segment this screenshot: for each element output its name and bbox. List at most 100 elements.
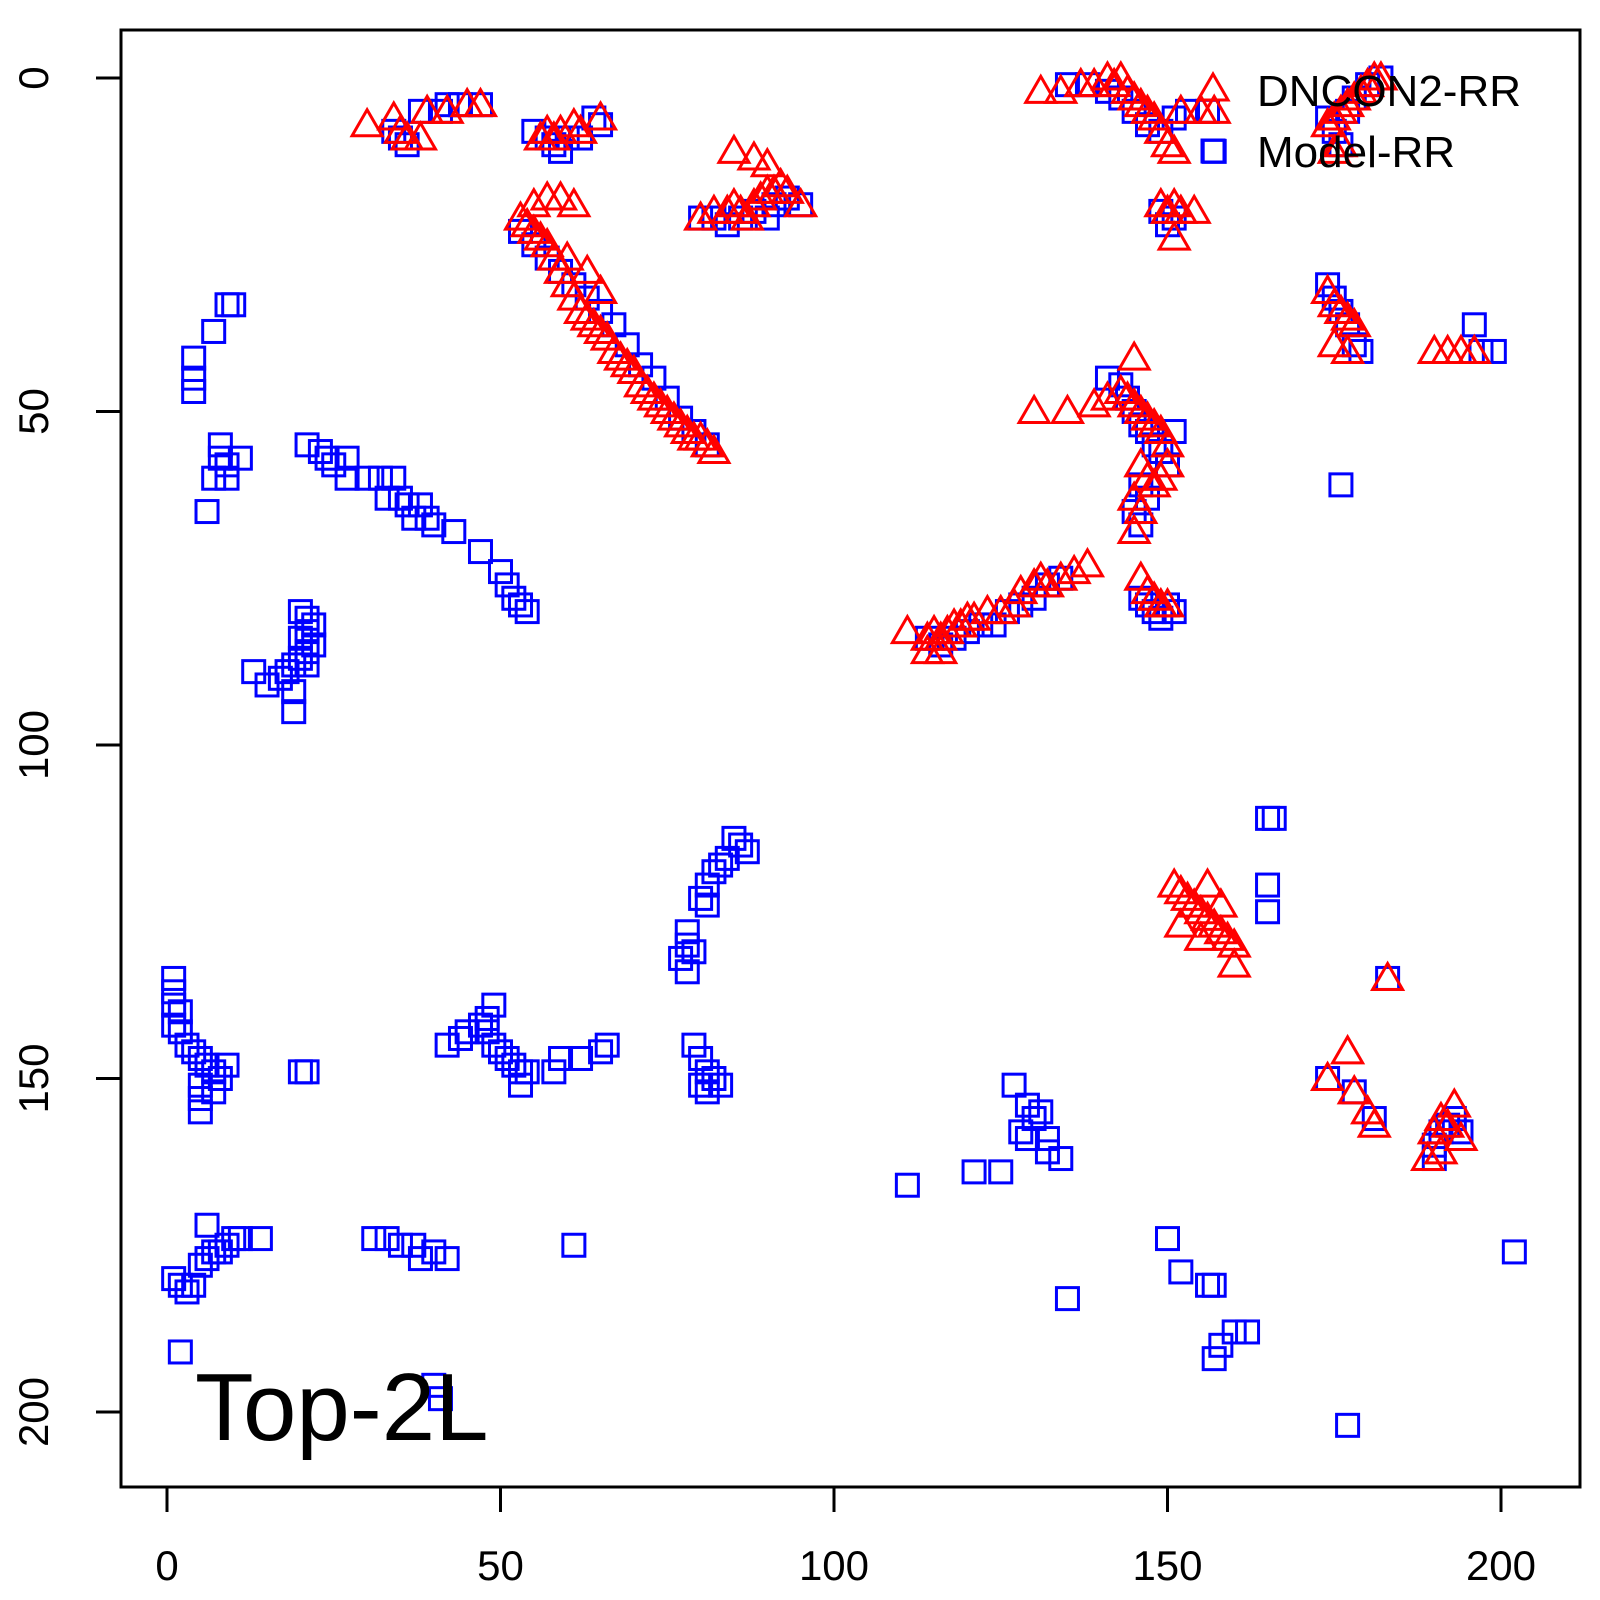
model-rr-point xyxy=(227,445,253,471)
model-rr-point xyxy=(561,1232,587,1258)
dncon2-rr-point xyxy=(582,273,619,304)
model-rr-point xyxy=(387,1232,413,1258)
dncon2-rr-point xyxy=(889,613,925,645)
model-rr-point xyxy=(1001,1072,1027,1098)
dncon2-rr-point xyxy=(622,366,659,398)
model-rr-point xyxy=(194,1212,220,1238)
dncon2-rr-point xyxy=(509,206,545,238)
model-rr-point xyxy=(1255,899,1281,925)
dncon2-rr-point xyxy=(1049,393,1086,424)
dncon2-rr-point xyxy=(1123,393,1159,424)
y-tick-label: 200 xyxy=(10,1377,57,1447)
model-rr-point xyxy=(594,1032,620,1058)
dncon2-rr-point xyxy=(1203,887,1239,918)
dncon2-rr-point xyxy=(1109,380,1146,411)
dncon2-rr-point xyxy=(689,426,725,458)
dncon2-rr-point xyxy=(1089,380,1126,411)
dncon2-rr-point xyxy=(769,173,805,204)
dncon2-rr-point xyxy=(1156,220,1192,251)
model-rr-point xyxy=(481,1032,507,1058)
dncon2-rr-point xyxy=(1350,66,1386,98)
model-rr-point xyxy=(181,365,207,391)
model-rr-point xyxy=(1261,805,1287,831)
dncon2-rr-point xyxy=(556,186,592,218)
dncon2-rr-point xyxy=(1196,93,1232,124)
model-rr-point xyxy=(334,445,360,471)
model-rr-point xyxy=(668,945,694,971)
dncon2-rr-point xyxy=(1149,586,1186,618)
model-rr-point xyxy=(1021,585,1047,611)
model-rr-point xyxy=(588,1039,614,1065)
dncon2-rr-point xyxy=(1329,333,1366,364)
model-rr-point xyxy=(354,465,380,491)
model-rr-point xyxy=(167,999,193,1025)
model-rr-point xyxy=(287,645,313,671)
dncon2-rr-point xyxy=(1316,286,1352,318)
model-rr-point xyxy=(988,1159,1014,1185)
dncon2-rr-point xyxy=(983,593,1019,625)
dncon2-rr-point xyxy=(923,633,959,665)
model-rr-point xyxy=(214,1052,240,1078)
dncon2-rr-point xyxy=(1176,887,1212,918)
dncon2-rr-point xyxy=(1136,580,1172,611)
y-tick-label: 50 xyxy=(10,388,57,435)
model-rr-point xyxy=(508,592,534,618)
dncon2-rr-point xyxy=(1023,560,1059,591)
model-rr-point xyxy=(1148,605,1174,631)
dncon2-rr-point xyxy=(1116,513,1152,545)
dncon2-rr-point xyxy=(1163,873,1199,905)
model-rr-point xyxy=(701,1066,727,1091)
model-rr-point xyxy=(221,292,247,318)
dncon2-rr-point xyxy=(582,313,619,344)
dncon2-rr-point xyxy=(1216,947,1252,978)
model-rr-point xyxy=(1201,1272,1227,1298)
dncon2-rr-point xyxy=(1163,93,1199,124)
model-rr-point xyxy=(287,599,313,625)
dncon2-rr-point xyxy=(569,300,605,331)
dncon2-rr-point xyxy=(1116,340,1152,371)
model-rr-point xyxy=(447,1025,473,1051)
model-rr-point xyxy=(494,1045,520,1071)
dncon2-rr-point xyxy=(1443,1120,1479,1152)
dncon2-rr-point xyxy=(956,600,992,631)
model-rr-point xyxy=(1501,1239,1527,1265)
model-rr-point xyxy=(694,892,720,918)
model-rr-point xyxy=(688,885,714,911)
model-rr-point xyxy=(307,439,333,465)
model-rr-point xyxy=(421,1239,447,1265)
model-rr-point xyxy=(161,1266,187,1292)
dncon2-rr-point xyxy=(1336,1073,1372,1105)
model-rr-point xyxy=(1028,1099,1054,1125)
dncon2-rr-point xyxy=(1123,86,1159,118)
model-rr-point xyxy=(434,1246,460,1272)
dncon2-rr-point xyxy=(542,113,579,144)
x-tick-label: 0 xyxy=(155,1542,178,1589)
model-rr-point xyxy=(294,652,320,678)
dncon2-rr-point xyxy=(1129,93,1166,124)
dncon2-rr-point xyxy=(562,293,599,324)
dncon2-rr-point xyxy=(576,306,612,338)
x-tick-label: 50 xyxy=(477,1542,524,1589)
dncon2-rr-point xyxy=(402,120,439,151)
model-rr-point xyxy=(181,378,207,404)
model-rr-point xyxy=(694,872,720,898)
model-rr-point xyxy=(194,1246,220,1272)
model-rr-point xyxy=(407,1246,433,1272)
model-rr-point xyxy=(194,1052,220,1078)
model-rr-point xyxy=(394,492,420,518)
dncon2-rr-point xyxy=(1430,1107,1466,1138)
dncon2-rr-point xyxy=(1209,920,1246,951)
model-rr-point xyxy=(187,1252,213,1278)
model-rr-point xyxy=(488,1039,513,1065)
dncon2-rr-point xyxy=(749,146,785,178)
model-rr-point xyxy=(201,318,227,344)
dncon2-rr-point xyxy=(1149,126,1186,158)
dncon2-rr-point xyxy=(1096,66,1132,98)
dncon2-rr-point xyxy=(1156,867,1192,898)
model-rr-point xyxy=(1014,1092,1040,1118)
model-rr-point xyxy=(294,639,320,665)
model-rr-point xyxy=(474,1019,500,1045)
model-rr-point xyxy=(161,992,187,1018)
model-rr-point xyxy=(681,939,707,965)
model-rr-point xyxy=(387,485,413,511)
